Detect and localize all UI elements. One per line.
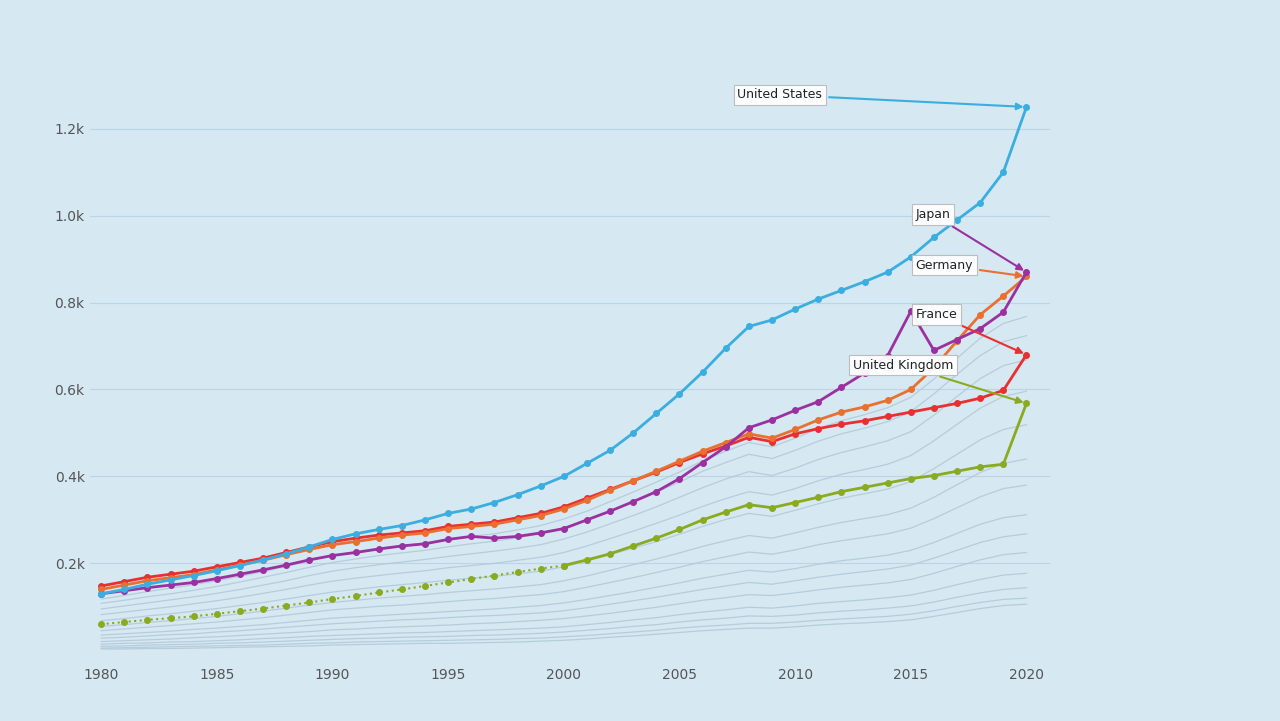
Text: Germany: Germany xyxy=(915,259,1021,278)
Text: Japan: Japan xyxy=(915,208,1023,270)
Text: France: France xyxy=(915,308,1021,353)
Text: United Kingdom: United Kingdom xyxy=(852,358,1021,403)
Text: United States: United States xyxy=(737,88,1021,109)
